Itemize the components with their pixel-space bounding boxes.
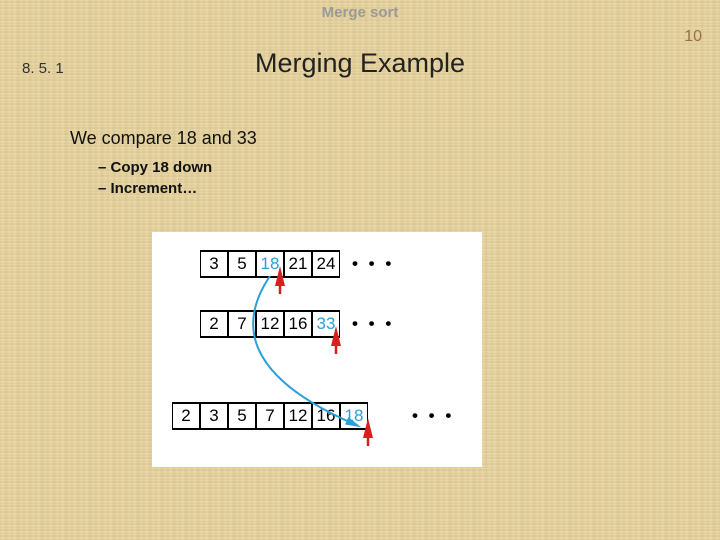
- array-cell: 18: [340, 404, 368, 428]
- array-cell: 2: [200, 312, 228, 336]
- page-number: 10: [684, 28, 702, 46]
- array-cell: 7: [228, 312, 256, 336]
- array-cell: 16: [284, 312, 312, 336]
- bullet-list: Copy 18 down Increment…: [98, 159, 257, 197]
- array-cell: 33: [312, 312, 340, 336]
- array-cell: 12: [284, 404, 312, 428]
- body-content: We compare 18 and 33 Copy 18 down Increm…: [70, 128, 257, 201]
- main-sentence: We compare 18 and 33: [70, 128, 257, 149]
- array-cell: 3: [200, 252, 228, 276]
- bullet-item: Copy 18 down: [98, 159, 257, 176]
- ellipsis-dots: • • •: [352, 254, 394, 274]
- array-cell: 18: [256, 252, 284, 276]
- merge-diagram: 35182124 27121633 2357121618 • • •• • ••…: [152, 232, 482, 467]
- ellipsis-dots: • • •: [412, 406, 454, 426]
- array-cell: 12: [256, 312, 284, 336]
- array-cell: 2: [172, 404, 200, 428]
- bullet-item: Increment…: [98, 180, 257, 197]
- array-cell: 5: [228, 404, 256, 428]
- array-cell: 21: [284, 252, 312, 276]
- array-cell: 16: [312, 404, 340, 428]
- array-cell: 5: [228, 252, 256, 276]
- array-row-result: 2357121618: [172, 402, 368, 430]
- array-cell: 24: [312, 252, 340, 276]
- ellipsis-dots: • • •: [352, 314, 394, 334]
- array-row-1: 35182124: [200, 250, 340, 278]
- slide-header: Merge sort: [0, 0, 720, 21]
- slide-title: Merging Example: [0, 48, 720, 79]
- array-row-2: 27121633: [200, 310, 340, 338]
- array-cell: 3: [200, 404, 228, 428]
- array-cell: 7: [256, 404, 284, 428]
